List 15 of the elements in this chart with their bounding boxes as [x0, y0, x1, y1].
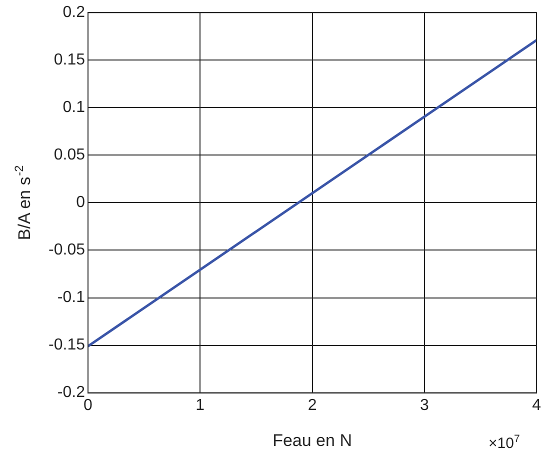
y-tick-label: 0.15	[54, 52, 86, 69]
y-tick-label: 0.1	[62, 99, 86, 116]
x-tick-label: 3	[420, 396, 429, 414]
y-tick-label: -0.1	[57, 289, 86, 306]
y-axis-title: B/A en s-2	[12, 164, 34, 240]
y-tick-label: 0.2	[62, 4, 86, 22]
y-tick-label: 0	[76, 194, 86, 212]
x-tick-label: 2	[308, 396, 317, 414]
x-tick-label: 1	[196, 396, 205, 414]
x-axis-title: Feau en N	[272, 431, 352, 450]
y-tick-label: -0.15	[48, 336, 86, 354]
y-tick-label: -0.2	[57, 384, 86, 402]
y-tick-label: -0.05	[48, 242, 86, 259]
x-tick-label: 4	[532, 396, 542, 414]
y-tick-label: 0.05	[54, 146, 86, 164]
